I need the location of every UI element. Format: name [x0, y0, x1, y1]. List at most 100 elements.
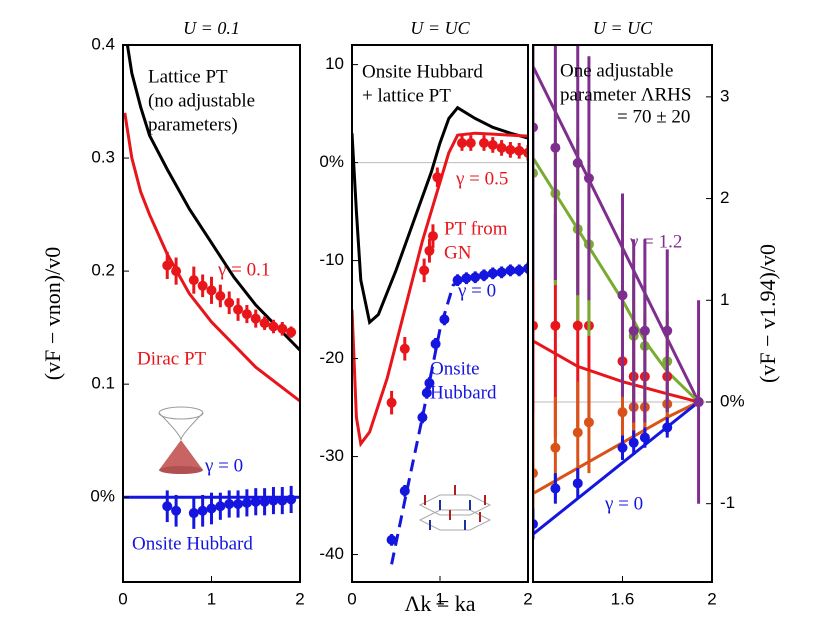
curve — [125, 45, 300, 352]
y-tick-label: -30 — [319, 446, 344, 465]
y-tick-label: 0% — [720, 391, 745, 410]
panel — [123, 45, 300, 529]
data-point — [505, 265, 516, 276]
panel-title: U = UC — [410, 18, 470, 38]
curve — [352, 131, 528, 448]
data-point — [268, 321, 279, 332]
data-point — [197, 505, 208, 516]
x-tick-label: 0 — [118, 589, 127, 608]
data-point — [461, 273, 472, 284]
y-tick-label: 1 — [720, 290, 729, 309]
data-point — [452, 275, 463, 286]
data-point — [206, 285, 217, 296]
data-point — [533, 519, 538, 530]
data-point — [171, 505, 182, 516]
y-axis-label: (vF − vnon)/v0 — [40, 247, 65, 380]
data-point — [583, 173, 594, 184]
y-tick-label: -20 — [319, 348, 344, 367]
y-tick-label: -1 — [720, 493, 735, 512]
annotation: parameter ΛRHS — [560, 84, 691, 105]
data-point — [439, 314, 450, 325]
data-point — [457, 137, 467, 148]
data-point — [523, 147, 528, 158]
data-point — [419, 265, 430, 276]
x-tick-label: 1.6 — [611, 589, 635, 608]
panel — [533, 45, 712, 540]
data-point — [639, 432, 650, 443]
x-tick-label: 0 — [347, 589, 356, 608]
data-point — [386, 534, 397, 545]
data-point — [241, 309, 252, 320]
y-tick-label: 0.3 — [91, 148, 115, 167]
y-tick-label: -10 — [319, 250, 344, 269]
curve — [390, 268, 528, 565]
data-point — [224, 297, 235, 308]
y-tick-label: 0.2 — [91, 261, 115, 280]
data-point — [259, 318, 270, 329]
data-point — [505, 144, 516, 155]
data-point — [286, 327, 297, 338]
y-tick-label: 0% — [319, 152, 344, 171]
data-point — [550, 320, 561, 331]
data-point — [241, 497, 252, 508]
data-point — [421, 387, 432, 398]
data-point — [628, 437, 639, 448]
annotation: Dirac PT — [137, 348, 207, 369]
data-point — [662, 422, 673, 433]
annotation: = 70 ± 20 — [617, 106, 690, 127]
annotation: Onsite Hubbard — [362, 61, 483, 82]
data-point — [479, 270, 489, 281]
data-point — [162, 260, 173, 271]
cone-icon — [158, 406, 204, 474]
data-point — [215, 501, 226, 512]
panel-title: U = 0.1 — [183, 18, 240, 38]
annotation: γ = 1.2 — [629, 231, 682, 252]
data-point — [465, 137, 476, 148]
data-point — [617, 290, 628, 301]
data-point — [617, 407, 628, 418]
x-axis-label: Λk = ka — [404, 591, 475, 616]
annotation: One adjustable — [560, 60, 673, 81]
y-tick-label: 3 — [720, 86, 729, 105]
data-point — [496, 142, 507, 153]
annotation: γ = 0 — [457, 280, 496, 301]
data-point — [550, 442, 561, 453]
x-tick-label: 2 — [707, 589, 716, 608]
data-point — [496, 267, 507, 278]
data-point — [430, 338, 441, 349]
data-point — [583, 417, 594, 428]
data-point — [233, 498, 244, 509]
x-tick-label: 1 — [435, 589, 444, 608]
data-point — [286, 494, 297, 505]
curve — [533, 400, 700, 536]
annotation: γ = 0.5 — [455, 168, 508, 189]
data-point — [259, 496, 270, 507]
data-point — [399, 343, 410, 354]
data-point — [424, 245, 435, 256]
annotation: γ = 0 — [204, 455, 243, 476]
data-point — [662, 325, 673, 336]
panel-title: U = UC — [593, 18, 653, 38]
data-point — [432, 172, 443, 183]
data-point — [693, 396, 704, 407]
data-point — [487, 139, 498, 150]
data-point — [215, 290, 226, 301]
annotation: parameters) — [148, 114, 238, 135]
panel — [352, 105, 528, 565]
data-point — [479, 137, 489, 148]
data-point — [250, 313, 261, 324]
y-tick-label: 0% — [90, 487, 115, 506]
data-point — [277, 323, 288, 334]
annotation: PT from — [444, 218, 508, 239]
data-point — [572, 320, 583, 331]
y-tick-label: -40 — [319, 544, 344, 563]
data-point — [639, 325, 650, 336]
data-point — [427, 231, 438, 242]
data-point — [470, 272, 481, 283]
data-point — [277, 495, 288, 506]
data-point — [533, 468, 538, 479]
curve — [533, 157, 700, 404]
annotation: Onsite — [430, 358, 480, 379]
annotation: (no adjustable — [148, 90, 255, 111]
